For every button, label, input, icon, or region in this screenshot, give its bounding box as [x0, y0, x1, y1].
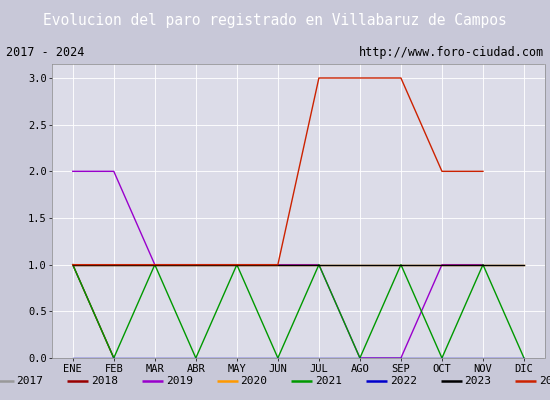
Text: 2017 - 2024: 2017 - 2024	[6, 46, 84, 59]
Text: 2023: 2023	[464, 376, 491, 386]
Text: 2020: 2020	[240, 376, 267, 386]
Text: 2018: 2018	[91, 376, 118, 386]
Text: 2024: 2024	[539, 376, 550, 386]
Text: 2022: 2022	[390, 376, 417, 386]
Text: Evolucion del paro registrado en Villabaruz de Campos: Evolucion del paro registrado en Villaba…	[43, 14, 507, 28]
Text: 2017: 2017	[16, 376, 43, 386]
Text: 2019: 2019	[166, 376, 193, 386]
Text: http://www.foro-ciudad.com: http://www.foro-ciudad.com	[359, 46, 544, 59]
Text: 2021: 2021	[315, 376, 342, 386]
